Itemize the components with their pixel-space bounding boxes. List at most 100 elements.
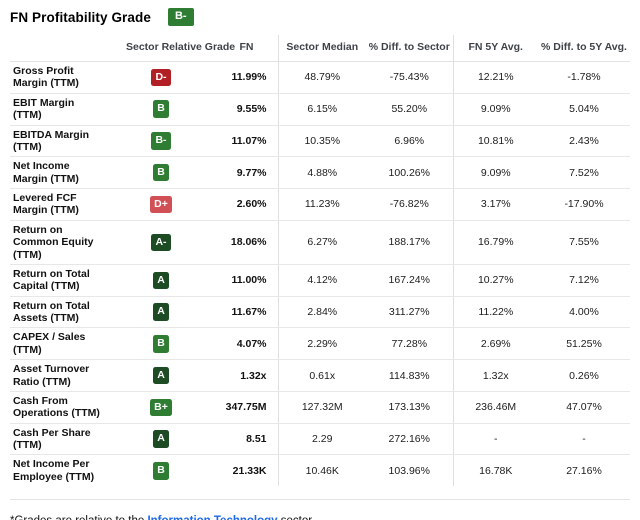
table-row: Cash From Operations (TTM) B+ 347.75M 12… — [10, 391, 630, 424]
grade-badge: B+ — [150, 398, 172, 416]
sector-median-value: 6.15% — [277, 93, 366, 126]
fn-value: 11.99% — [192, 61, 278, 94]
grade-badge: A — [153, 271, 169, 289]
metric-label: EBIT Margin (TTM) — [10, 93, 130, 126]
metric-label: Gross Profit Margin (TTM) — [10, 61, 130, 94]
fn-value: 11.07% — [192, 125, 278, 158]
col-header-sector-median: Sector Median — [277, 35, 366, 62]
diff-to-sector-value: 100.26% — [366, 156, 453, 189]
fn-5y-avg-value: 1.32x — [452, 359, 538, 392]
diff-to-5y-avg-value: 51.25% — [538, 327, 630, 361]
metric-label: Net Income Per Employee (TTM) — [13, 458, 95, 483]
grade-badge: A- — [151, 233, 171, 252]
metric-label: Levered FCF Margin (TTM) — [10, 188, 130, 221]
sector-median-value: 0.61x — [277, 359, 366, 392]
diff-to-5y-avg-value: 7.55% — [538, 220, 630, 265]
fn-5y-avg-value: 10.27% — [452, 264, 538, 297]
profitability-table: Sector Relative Grade FN Sector Median %… — [10, 35, 630, 487]
fn-5y-avg-value: 16.78K — [452, 454, 538, 487]
diff-to-5y-avg-value: - — [538, 423, 630, 456]
table-row: Net Income Margin (TTM) B 9.77% 4.88% 10… — [10, 156, 630, 189]
diff-to-sector-value: 311.27% — [366, 296, 453, 329]
grade-badge: D- — [151, 68, 171, 87]
table-row: Return on Total Capital (TTM) A 11.00% 4… — [10, 264, 630, 297]
fn-5y-avg-value: 3.17% — [452, 188, 538, 221]
fn-5y-avg-value: 9.09% — [452, 156, 538, 189]
grade-badge: D+ — [150, 195, 172, 214]
col-header-fn-5y-avg: FN 5Y Avg. — [452, 35, 538, 62]
grade-badge: B — [153, 163, 169, 182]
fn-value: 4.07% — [192, 327, 278, 361]
metric-label: Return on Total Assets (TTM) — [10, 296, 130, 329]
grade-badge: B — [153, 462, 169, 480]
sector-median-value: 2.29% — [277, 327, 366, 361]
sector-median-value: 10.35% — [277, 125, 366, 158]
grade-badge: A — [153, 303, 169, 321]
fn-5y-avg-value: - — [452, 423, 538, 456]
fn-value: 11.67% — [192, 296, 278, 329]
panel-header: FN Profitability Grade B- — [10, 6, 630, 35]
table-row: Return on Common Equity (TTM) A- 18.06% … — [10, 220, 630, 265]
fn-value: 11.00% — [192, 264, 278, 297]
fn-value: 21.33K — [232, 464, 267, 477]
diff-to-5y-avg-value: 0.26% — [538, 359, 630, 392]
diff-to-sector-value: 272.16% — [366, 423, 453, 456]
sector-median-value: 4.12% — [277, 264, 366, 297]
metric-label: Return on Total Capital (TTM) — [10, 264, 130, 297]
fn-5y-avg-value: 9.09% — [452, 93, 538, 126]
col-header-diff-to-sector: % Diff. to Sector — [366, 35, 453, 62]
grade-badge: A — [153, 430, 169, 448]
grade-badge: A — [153, 366, 169, 385]
diff-to-5y-avg-value: 27.16% — [566, 464, 602, 477]
diff-to-5y-avg-value: 7.52% — [538, 156, 630, 189]
grade-badge: B — [153, 100, 169, 118]
sector-median-value: 2.84% — [277, 296, 366, 329]
sector-median-value: 11.23% — [277, 188, 366, 221]
diff-to-sector-value: -76.82% — [366, 188, 453, 221]
table-row: Net Income Per Employee (TTM) B 21.33K 1… — [10, 454, 630, 487]
footnote-grades: *Grades are relative to the Information … — [10, 513, 630, 520]
footer-divider — [10, 499, 630, 501]
grade-badge: B- — [151, 132, 171, 150]
fn-value: 18.06% — [192, 220, 278, 265]
diff-to-5y-avg-value: -1.78% — [538, 61, 630, 94]
table-row: EBIT Margin (TTM) B 9.55% 6.15% 55.20% 9… — [10, 93, 630, 126]
diff-to-sector-value: 6.96% — [366, 125, 453, 158]
metric-label: Net Income Margin (TTM) — [10, 156, 130, 189]
fn-5y-avg-value: 10.81% — [452, 125, 538, 158]
metric-label: EBITDA Margin (TTM) — [10, 125, 130, 158]
fn-value: 1.32x — [192, 359, 278, 392]
diff-to-sector-value: -75.43% — [366, 61, 453, 94]
overall-grade-badge: B- — [167, 8, 194, 26]
diff-to-sector-value: 77.28% — [366, 327, 453, 361]
diff-to-5y-avg-value: 4.00% — [538, 296, 630, 329]
diff-to-sector-value: 103.96% — [388, 464, 430, 477]
sector-median-value: 127.32M — [277, 391, 366, 424]
table-header-row: Sector Relative Grade FN Sector Median %… — [10, 35, 630, 62]
fn-value: 2.60% — [192, 188, 278, 221]
sector-link[interactable]: Information Technology — [147, 515, 277, 520]
grade-badge: B — [153, 335, 169, 353]
fn-5y-avg-value: 236.46M — [452, 391, 538, 424]
metric-label: Asset Turnover Ratio (TTM) — [10, 359, 130, 392]
fn-5y-avg-value: 11.22% — [452, 296, 538, 329]
sector-median-value: 10.46K — [277, 454, 366, 487]
diff-to-5y-avg-value: 5.04% — [538, 93, 630, 126]
metric-label: Return on Common Equity (TTM) — [10, 220, 130, 265]
diff-to-sector-value: 173.13% — [366, 391, 453, 424]
diff-to-5y-avg-value: 2.43% — [538, 125, 630, 158]
fn-value: 9.55% — [192, 93, 278, 126]
table-row: Return on Total Assets (TTM) A 11.67% 2.… — [10, 296, 630, 329]
col-header-sector-relative-grade: Sector Relative Grade — [126, 35, 235, 62]
diff-to-sector-value: 55.20% — [366, 93, 453, 126]
table-row: EBITDA Margin (TTM) B- 11.07% 10.35% 6.9… — [10, 125, 630, 158]
col-header-fn: FN — [192, 35, 278, 62]
diff-to-5y-avg-value: 47.07% — [538, 391, 630, 424]
footnotes: *Grades are relative to the Information … — [10, 500, 630, 520]
fn-5y-avg-value: 12.21% — [452, 61, 538, 94]
metric-label: CAPEX / Sales (TTM) — [10, 327, 130, 361]
table-row: Levered FCF Margin (TTM) D+ 2.60% 11.23%… — [10, 188, 630, 221]
metric-label: Cash Per Share (TTM) — [10, 423, 130, 456]
diff-to-sector-value: 167.24% — [366, 264, 453, 297]
